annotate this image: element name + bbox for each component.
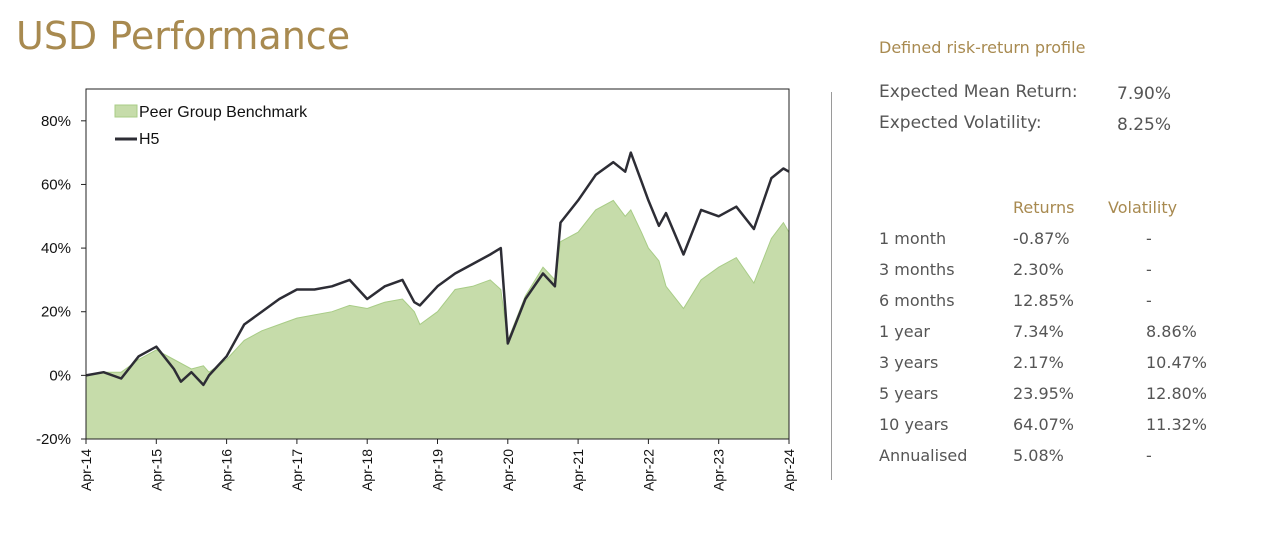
period-cell: 3 months — [879, 260, 955, 279]
table-row: 5 years 23.95% 12.80% — [0, 384, 1284, 406]
risk-return-heading: Defined risk-return profile — [879, 38, 1086, 57]
x-tick-label: Apr-17 — [289, 449, 305, 491]
period-cell: 3 years — [879, 353, 939, 372]
chart-legend: Peer Group Benchmark H5 — [114, 104, 308, 148]
x-tick-label: Apr-23 — [711, 449, 727, 491]
volatility-cell: 8.86% — [1146, 322, 1197, 341]
returns-cell: 23.95% — [1013, 384, 1075, 403]
page-title: USD Performance — [16, 14, 351, 58]
volatility-column-header: Volatility — [1108, 198, 1178, 217]
period-cell: 1 year — [879, 322, 930, 341]
legend-label-benchmark: Peer Group Benchmark — [139, 104, 308, 121]
y-tick-label: 0% — [49, 367, 71, 384]
legend-label-h5: H5 — [139, 131, 160, 148]
volatility-cell: - — [1146, 446, 1152, 465]
x-tick-label: Apr-24 — [781, 449, 797, 491]
x-tick-label: Apr-15 — [148, 449, 164, 491]
x-tick-label: Apr-19 — [430, 449, 446, 491]
period-cell: 6 months — [879, 291, 955, 310]
period-cell: 5 years — [879, 384, 939, 403]
returns-cell: -0.87% — [1013, 229, 1070, 248]
expected-volatility-value: 8.25% — [1117, 115, 1172, 135]
period-cell: 1 month — [879, 229, 947, 248]
volatility-cell: - — [1146, 291, 1152, 310]
x-tick-label: Apr-20 — [500, 449, 516, 491]
x-tick-label: Apr-21 — [570, 449, 586, 491]
h5-line — [85, 151, 790, 387]
table-row: Annualised 5.08% - — [0, 446, 1284, 468]
table-row: 10 years 64.07% 11.32% — [0, 415, 1284, 437]
volatility-cell: - — [1146, 229, 1152, 248]
period-cell: Annualised — [879, 446, 968, 465]
section-divider — [831, 92, 832, 480]
returns-cell: 12.85% — [1013, 291, 1075, 310]
legend-swatch-benchmark — [114, 104, 138, 118]
expected-mean-return-value: 7.90% — [1117, 84, 1172, 104]
table-row: 3 months 2.30% - — [0, 260, 1284, 282]
returns-cell: 2.30% — [1013, 260, 1064, 279]
table-row: 1 year 7.34% 8.86% — [0, 322, 1284, 344]
x-tick-label: Apr-14 — [78, 449, 94, 491]
volatility-cell: 12.80% — [1146, 384, 1208, 403]
x-tick-label: Apr-18 — [359, 449, 375, 491]
y-tick-label: 80% — [41, 113, 71, 130]
y-tick-label: 20% — [41, 304, 71, 321]
returns-cell: 7.34% — [1013, 322, 1064, 341]
table-row: 6 months 12.85% - — [0, 291, 1284, 313]
volatility-cell: - — [1146, 260, 1152, 279]
expected-mean-return-label: Expected Mean Return: — [879, 82, 1078, 102]
returns-cell: 5.08% — [1013, 446, 1064, 465]
y-tick-label: -20% — [36, 431, 71, 448]
benchmark-area — [85, 199, 790, 440]
returns-column-header: Returns — [1013, 198, 1075, 217]
period-cell: 10 years — [879, 415, 949, 434]
volatility-cell: 11.32% — [1146, 415, 1208, 434]
expected-volatility-label: Expected Volatility: — [879, 113, 1042, 133]
table-row: 1 month -0.87% - — [0, 229, 1284, 251]
returns-cell: 64.07% — [1013, 415, 1075, 434]
volatility-cell: 10.47% — [1146, 353, 1208, 372]
returns-cell: 2.17% — [1013, 353, 1064, 372]
y-tick-label: 40% — [41, 240, 71, 257]
x-tick-label: Apr-22 — [640, 449, 656, 491]
table-row: 3 years 2.17% 10.47% — [0, 353, 1284, 375]
y-tick-label: 60% — [41, 176, 71, 193]
x-tick-label: Apr-16 — [219, 449, 235, 491]
performance-chart: 80% 60% 40% 20% 0% -20% Apr-14 Apr-15 Apr-16 Apr… — [36, 88, 797, 491]
